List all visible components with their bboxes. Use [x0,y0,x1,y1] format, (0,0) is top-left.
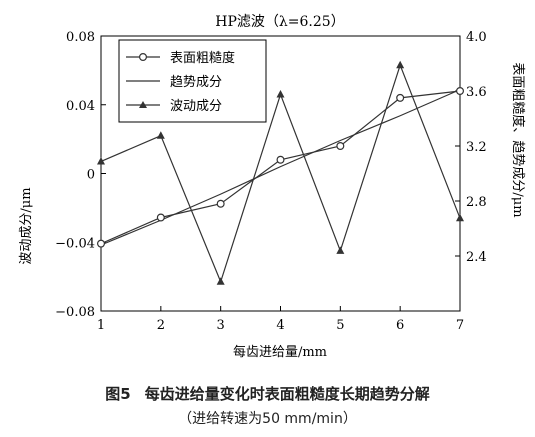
data-point-fluctuation [216,277,225,285]
chart-figure: HP滤波（λ=6.25） 1 2 3 4 5 6 7 −0.08 −0.04 0 0.04 0.08 2… [19,14,526,360]
legend: 表面粗糙度 趋势成分 波动成分 [118,39,267,123]
legend-item-roughness: 表面粗糙度 [126,50,235,66]
x-tick-label: 6 [396,318,404,333]
legend-label-roughness: 表面粗糙度 [170,50,235,66]
left-tick-label: 0 [87,168,95,183]
ticks-layer: 1 2 3 4 5 6 7 −0.08 −0.04 0 0.04 0.08 2.4 2.8 3.2 3.6 4.… [55,30,487,333]
x-tick-label: 2 [157,318,165,333]
data-point-fluctuation [336,246,345,254]
data-point-roughness [456,86,465,95]
left-tick-label: 0.08 [66,30,95,45]
left-tick-label: −0.04 [55,236,95,251]
right-axis-label: 表面粗糙度、趋势成分/μm [510,62,526,217]
figure-caption: 图5 每齿进给量变化时表面粗糙度长期趋势分解 [0,383,535,404]
data-point-fluctuation [456,213,464,222]
left-tick-label: −0.08 [55,305,95,320]
data-point-fluctuation [97,156,105,165]
figure-caption-subtitle: （进给转速为50 mm/min） [178,411,357,427]
legend-label-trend: 趋势成分 [170,74,222,90]
x-tick-label: 1 [97,318,105,333]
chart-title: HP滤波（λ=6.25） [215,14,344,30]
right-tick-label: 2.8 [466,195,487,210]
axis-labels: 每齿进给量/mm 波动成分/μm 表面粗糙度、趋势成分/μm [19,62,526,360]
x-tick-label: 7 [456,318,464,333]
x-axis-label: 每齿进给量/mm [233,344,327,360]
right-tick-label: 3.2 [466,140,487,155]
left-axis-label: 波动成分/μm [19,187,34,264]
right-tick-label: 2.4 [466,250,487,265]
left-tick-label: 0.04 [66,99,95,114]
data-point-roughness [96,239,105,248]
x-tick-label: 5 [336,318,344,333]
series-layer [96,60,465,285]
data-point-fluctuation [156,131,165,139]
x-tick-label: 3 [217,318,225,333]
figure-label: 图5 [105,385,131,403]
legend-item-trend: 趋势成分 [126,74,222,90]
figure-caption-title: 每齿进给量变化时表面粗糙度长期趋势分解 [144,385,430,403]
data-point-roughness [276,155,285,164]
right-tick-label: 3.6 [466,85,487,100]
x-tick-label: 4 [276,318,284,333]
data-point-roughness [336,142,345,151]
data-point-roughness [396,93,405,102]
data-point-roughness [156,213,165,222]
legend-label-fluctuation: 波动成分 [170,99,222,114]
right-tick-label: 4.0 [466,30,487,45]
data-point-fluctuation [396,60,405,69]
legend-item-fluctuation: 波动成分 [126,99,222,114]
data-point-fluctuation [276,89,285,98]
data-point-roughness [216,199,225,208]
